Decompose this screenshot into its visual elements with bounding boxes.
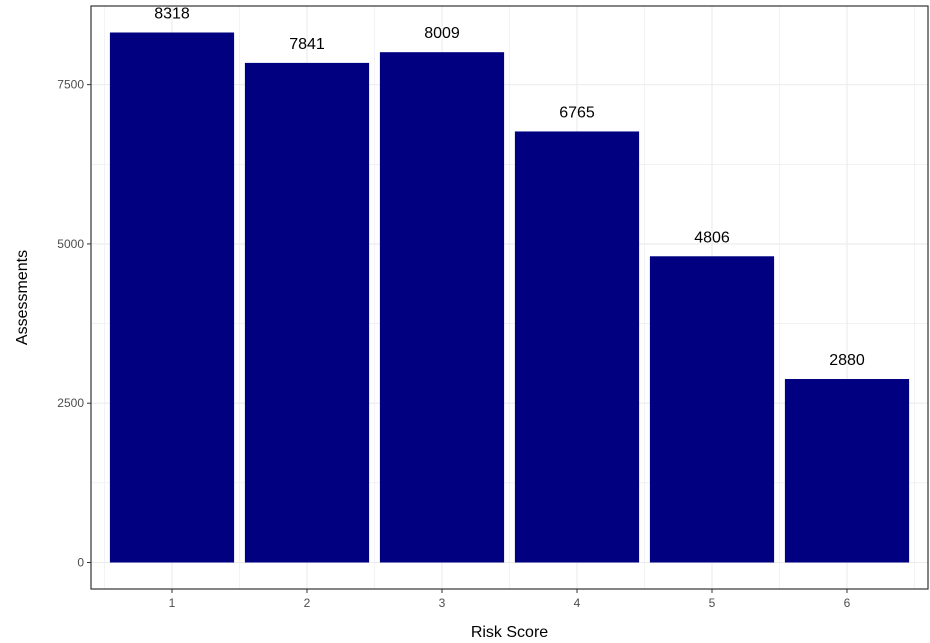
- y-axis-title: Assessments: [14, 250, 31, 345]
- bar-risk-score-3: [379, 52, 505, 563]
- x-tick-label: 2: [304, 596, 311, 610]
- bar-value-label: 8318: [154, 6, 190, 23]
- y-tick-label: 7500: [57, 78, 84, 92]
- x-tick-label: 3: [439, 596, 446, 610]
- x-tick-label: 5: [709, 596, 716, 610]
- x-tick-label: 4: [574, 596, 581, 610]
- bar-value-label: 6765: [559, 104, 595, 121]
- bar-value-label: 8009: [424, 25, 460, 42]
- bar-value-label: 2880: [829, 352, 865, 369]
- bar-value-label: 4806: [694, 229, 730, 246]
- x-tick-label: 6: [844, 596, 851, 610]
- y-tick-label: 2500: [57, 396, 84, 410]
- bar-value-label: 7841: [289, 36, 325, 53]
- bar-risk-score-5: [649, 256, 775, 563]
- axes: 0 2500 5000 7500 1 2 3 4 5 6: [57, 78, 850, 610]
- y-tick-label: 5000: [57, 237, 84, 251]
- bar-risk-score-2: [244, 62, 370, 563]
- x-tick-label: 1: [169, 596, 176, 610]
- bars: [109, 32, 910, 563]
- y-tick-label: 0: [77, 556, 84, 570]
- panel-border: [90, 5, 929, 590]
- bar-risk-score-4: [514, 131, 640, 563]
- bar-risk-score-1: [109, 32, 235, 563]
- data-labels: 8318 7841 8009 6765 4806 2880: [154, 6, 865, 369]
- bar-risk-score-6: [784, 378, 910, 563]
- x-axis-title: Risk Score: [471, 624, 548, 641]
